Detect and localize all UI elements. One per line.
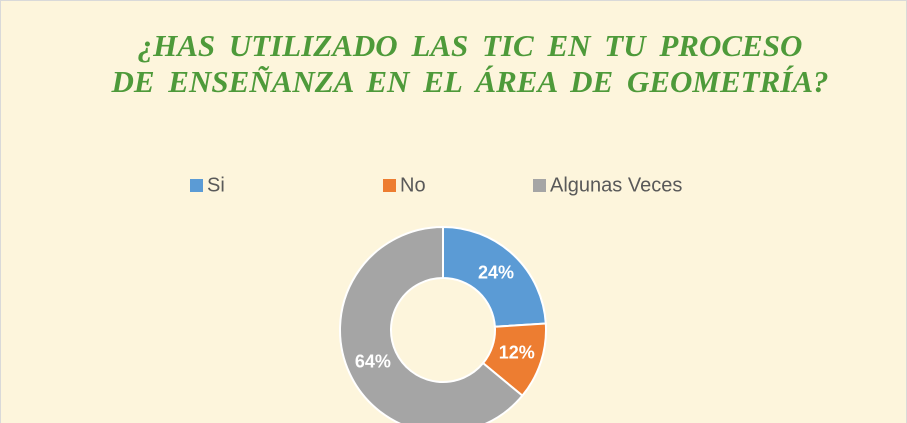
legend-label: Si [207, 174, 225, 196]
legend-label: No [400, 174, 426, 196]
donut-slice [442, 225, 547, 328]
data-label: 12% [499, 343, 535, 363]
legend-label: Algunas Veces [550, 174, 682, 196]
donut-slice [339, 225, 524, 423]
legend-swatch [383, 179, 396, 192]
legend-swatch [533, 179, 546, 192]
data-label: 24% [478, 262, 514, 282]
data-label: 64% [355, 352, 391, 372]
chart-title: ¿HAS UTILIZADO LAS TIC EN TU PROCESO DE … [111, 28, 829, 99]
legend-swatch [190, 179, 203, 192]
